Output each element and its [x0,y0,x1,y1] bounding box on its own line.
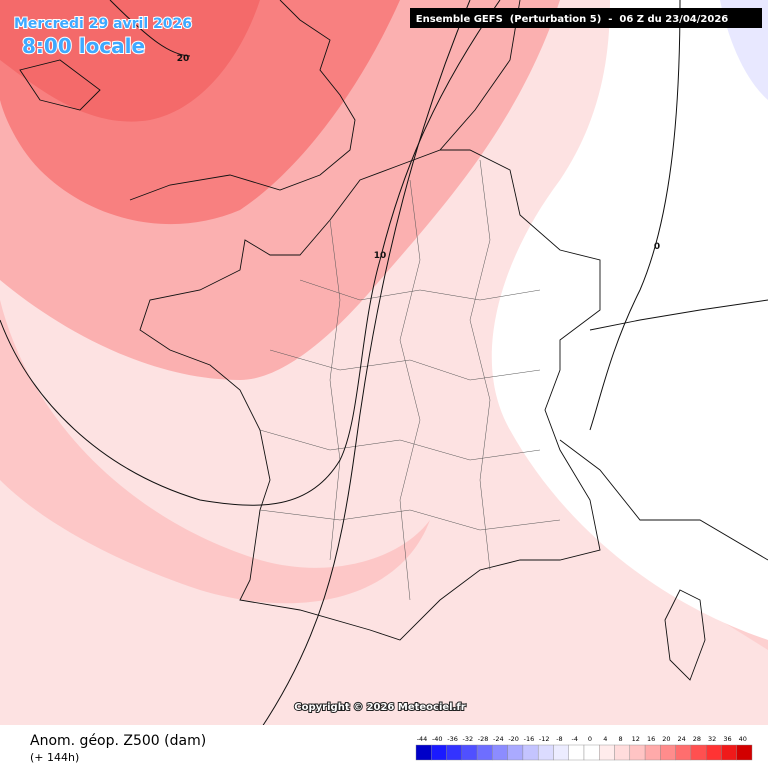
colorbar-label: 12 [632,735,640,743]
colorbar-swatch [583,744,600,761]
anomaly-zero-zone [491,0,768,640]
copyright: Copyright © 2026 Meteociel.fr [294,702,465,713]
colorbar-swatch [415,744,432,761]
coastline [559,299,768,561]
colorbar-label: -36 [447,735,458,743]
lead-time: (+ 144h) [30,751,79,764]
colorbar-swatch [553,744,569,761]
model-info: Ensemble GEFS (Perturbation 5) - 06 Z du… [416,14,729,25]
contour-10 [259,0,471,731]
colorbar-label: 36 [723,735,731,743]
colorbar-swatch [446,744,463,761]
colorbar-swatch [431,744,447,761]
colorbar-swatch [736,744,753,761]
forecast-date: Mercredi 29 avril 2026 [14,16,192,32]
department-borders [259,159,561,601]
colorbar-label: -24 [493,735,504,743]
colorbar-label: -4 [571,735,577,743]
colorbar-swatch [614,744,631,761]
colorbar-swatch [705,744,722,761]
colorbar-swatch [690,744,707,761]
coastline [19,59,101,111]
colorbar-swatch [507,744,524,761]
legend-title: Anom. géop. Z500 (dam) [30,733,206,749]
france-outline [139,149,601,641]
contour-20 [109,0,191,57]
coastline [129,0,356,201]
map: 20 10 0 Copyright © 2026 Meteociel.fr [0,0,768,731]
colorbar-label: -20 [508,735,519,743]
colorbar-label: -40 [432,735,443,743]
forecast-time: 8:00 locale [22,34,145,58]
colorbar-label: -32 [463,735,474,743]
anomaly-band [0,300,430,604]
contour-label: 20 [177,54,190,64]
colorbar-label: 16 [647,735,655,743]
colorbar-label: 40 [739,735,747,743]
colorbar-label: -28 [478,735,489,743]
colorbar-swatch [461,744,478,761]
colorbar-label: 20 [662,735,670,743]
colorbar-swatch [644,744,661,761]
colorbar-swatch [537,744,554,761]
colorbar-label: 28 [693,735,701,743]
colorbar: -44 -40 -36 -32 -28 -24 -20 -16 -12 -8 -4 0 4 8 12 16 20… [415,735,753,761]
colorbar-label: -8 [556,735,562,743]
contour-label: 10 [374,251,387,261]
colorbar-label: 32 [708,735,716,743]
coastline [664,589,706,681]
colorbar-label: -44 [417,735,428,743]
anomaly-core [0,0,260,122]
model-banner [410,8,762,28]
contour-0 [589,0,681,431]
colorbar-label: 0 [588,735,592,743]
colorbar-swatch [629,744,646,761]
colorbar-label: -16 [524,735,535,743]
colorbar-swatch [599,744,615,761]
colorbar-swatch [492,744,508,761]
colorbar-swatch [660,744,676,761]
contour-10 [0,0,501,506]
colorbar-label: -12 [539,735,550,743]
colorbar-swatch [675,744,692,761]
colorbar-label: 4 [603,735,607,743]
contour-label: 0 [654,242,660,252]
colorbar-label: 8 [618,735,622,743]
colorbar-swatch [568,744,585,761]
colorbar-swatch [522,744,539,761]
colorbar-swatch [476,744,493,761]
colorbar-swatch [721,744,737,761]
colorbar-label: 24 [677,735,685,743]
